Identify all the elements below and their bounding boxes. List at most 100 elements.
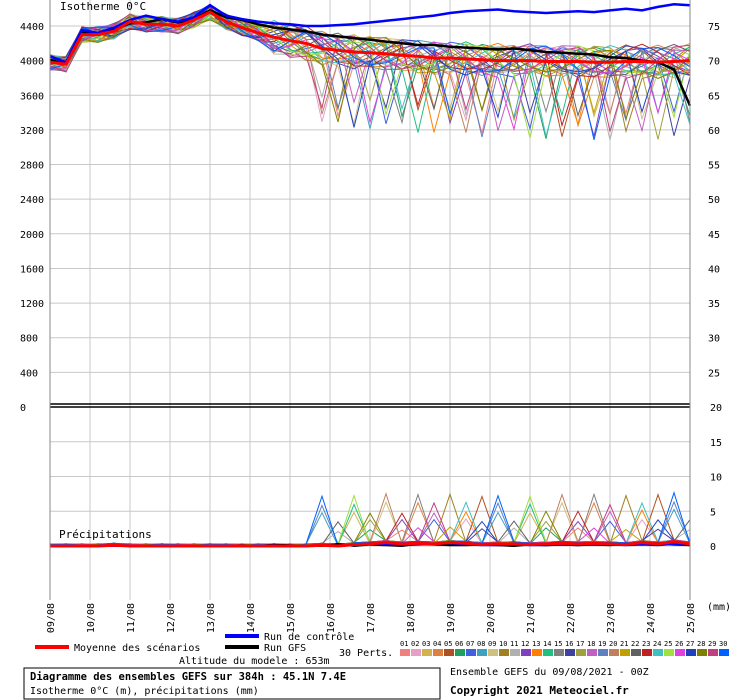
pert-number: 15 [554, 640, 562, 648]
altitude-label: Altitude du modele : 653m [179, 656, 330, 667]
y-precip-tick-label: 10 [710, 473, 722, 484]
y-left-tick-label: 2800 [20, 161, 44, 172]
pert-number: 17 [576, 640, 584, 648]
perturbation-line [49, 13, 691, 139]
y-right-tick-label: 50 [708, 195, 720, 206]
pert-number: 29 [708, 640, 716, 648]
y-right-tick-label: 45 [708, 230, 720, 241]
upper-title: Isotherme 0°C [60, 0, 146, 13]
pert-number: 23 [642, 640, 650, 648]
pert-swatch [510, 649, 520, 656]
copyright: Copyright 2021 Meteociel.fr [450, 684, 629, 697]
title-box [23, 667, 441, 700]
y-left-tick-label: 800 [20, 334, 38, 345]
y-left-tick-label: 3600 [20, 91, 44, 102]
pert-swatch [466, 649, 476, 656]
perturbation-legend: 01 02 03 04 05 06 07 08 09 10 11 12 13 14 15 16 17 18 19 20… [400, 640, 729, 656]
pert-number: 20 [609, 640, 617, 648]
x-unit: (mm) [707, 602, 731, 613]
control-run-line [49, 3, 691, 64]
y-left-tick-label: 4400 [20, 22, 44, 33]
x-tick-label: 20/08 [486, 603, 497, 633]
y-left-tick-label: 400 [20, 368, 38, 379]
pert-number: 05 [444, 640, 452, 648]
perturbation-line [49, 6, 691, 128]
y-left-tick-label: 4000 [20, 57, 44, 68]
x-tick-label: 10/08 [86, 603, 97, 633]
pert-swatch [521, 649, 531, 656]
y-precip-tick-label: 15 [710, 438, 722, 449]
y-right-tick-label: 60 [708, 126, 720, 137]
x-tick-label: 16/08 [326, 603, 337, 633]
legend-gfs-swatch [225, 645, 259, 649]
pert-number: 22 [631, 640, 639, 648]
gfs-run-line [49, 9, 692, 107]
pert-number: 08 [477, 640, 485, 648]
y-precip-tick-label: 0 [710, 542, 716, 553]
pert-number: 01 [400, 640, 408, 648]
pert-swatch [477, 649, 487, 656]
pert-swatch [631, 649, 641, 656]
x-tick-label: 13/08 [206, 603, 217, 633]
pert-number: 10 [499, 640, 507, 648]
pert-swatch [576, 649, 586, 656]
diagram-subtitle: Isotherme 0°C (m), précipitations (mm) [30, 685, 259, 697]
pert-swatch [444, 649, 454, 656]
main-lines [49, 3, 692, 548]
pert-number: 21 [620, 640, 628, 648]
pert-swatch [664, 649, 674, 656]
x-tick-label: 21/08 [526, 603, 537, 633]
pert-number: 06 [455, 640, 463, 648]
y-precip-tick-label: 20 [710, 403, 722, 414]
y-right-tick-label: 35 [708, 299, 720, 310]
y-right-tick-label: 65 [708, 91, 720, 102]
pert-swatch [598, 649, 608, 656]
x-tick-label: 12/08 [166, 603, 177, 633]
x-tick-label: 25/08 [686, 603, 697, 633]
pert-number: 24 [653, 640, 661, 648]
legend-control-label: Run de contrôle [264, 631, 354, 643]
pert-swatch [686, 649, 696, 656]
lower-title: Précipitations [59, 528, 152, 541]
pert-number: 27 [686, 640, 694, 648]
pert-number: 02 [411, 640, 419, 648]
y-left-tick-label: 3200 [20, 126, 44, 137]
mean-scenarios-precip-line [50, 540, 691, 548]
mean-scenarios-line [49, 10, 691, 66]
pert-swatch [488, 649, 498, 656]
perturbation-line [49, 3, 691, 141]
pert-swatch [422, 649, 432, 656]
y-right-tick-label: 55 [708, 161, 720, 172]
pert-number: 03 [422, 640, 430, 648]
legend-perts-label: 30 Perts. [339, 648, 393, 659]
x-tick-label: 09/08 [46, 603, 57, 633]
pert-swatch [697, 649, 707, 656]
y-left-tick-label: 0 [20, 403, 26, 414]
pert-swatch [653, 649, 663, 656]
pert-number: 25 [664, 640, 672, 648]
pert-number: 28 [697, 640, 705, 648]
pert-swatch [587, 649, 597, 656]
axes: 09/08 10/08 11/08 12/08 13/08 14/08 15/08 16/08… [20, 0, 722, 633]
y-left-tick-label: 2400 [20, 195, 44, 206]
x-tick-label: 23/08 [606, 603, 617, 633]
pert-number: 18 [587, 640, 595, 648]
pert-swatch [455, 649, 465, 656]
y-right-tick-label: 40 [708, 264, 720, 275]
pert-number: 16 [565, 640, 573, 648]
pert-number: 07 [466, 640, 474, 648]
pert-number: 19 [598, 640, 606, 648]
ensemble-run-label: Ensemble GEFS du 09/08/2021 - 00Z [450, 667, 649, 678]
y-precip-tick-label: 5 [710, 507, 716, 518]
pert-number: 12 [521, 640, 529, 648]
x-tick-label: 15/08 [286, 603, 297, 633]
pert-number: 11 [510, 640, 518, 648]
y-right-tick-label: 70 [708, 57, 720, 68]
pert-swatch [642, 649, 652, 656]
x-tick-label: 22/08 [566, 603, 577, 633]
pert-number: 09 [488, 640, 496, 648]
pert-number: 13 [532, 640, 540, 648]
x-tick-label: 14/08 [246, 603, 257, 633]
pert-number: 04 [433, 640, 441, 648]
